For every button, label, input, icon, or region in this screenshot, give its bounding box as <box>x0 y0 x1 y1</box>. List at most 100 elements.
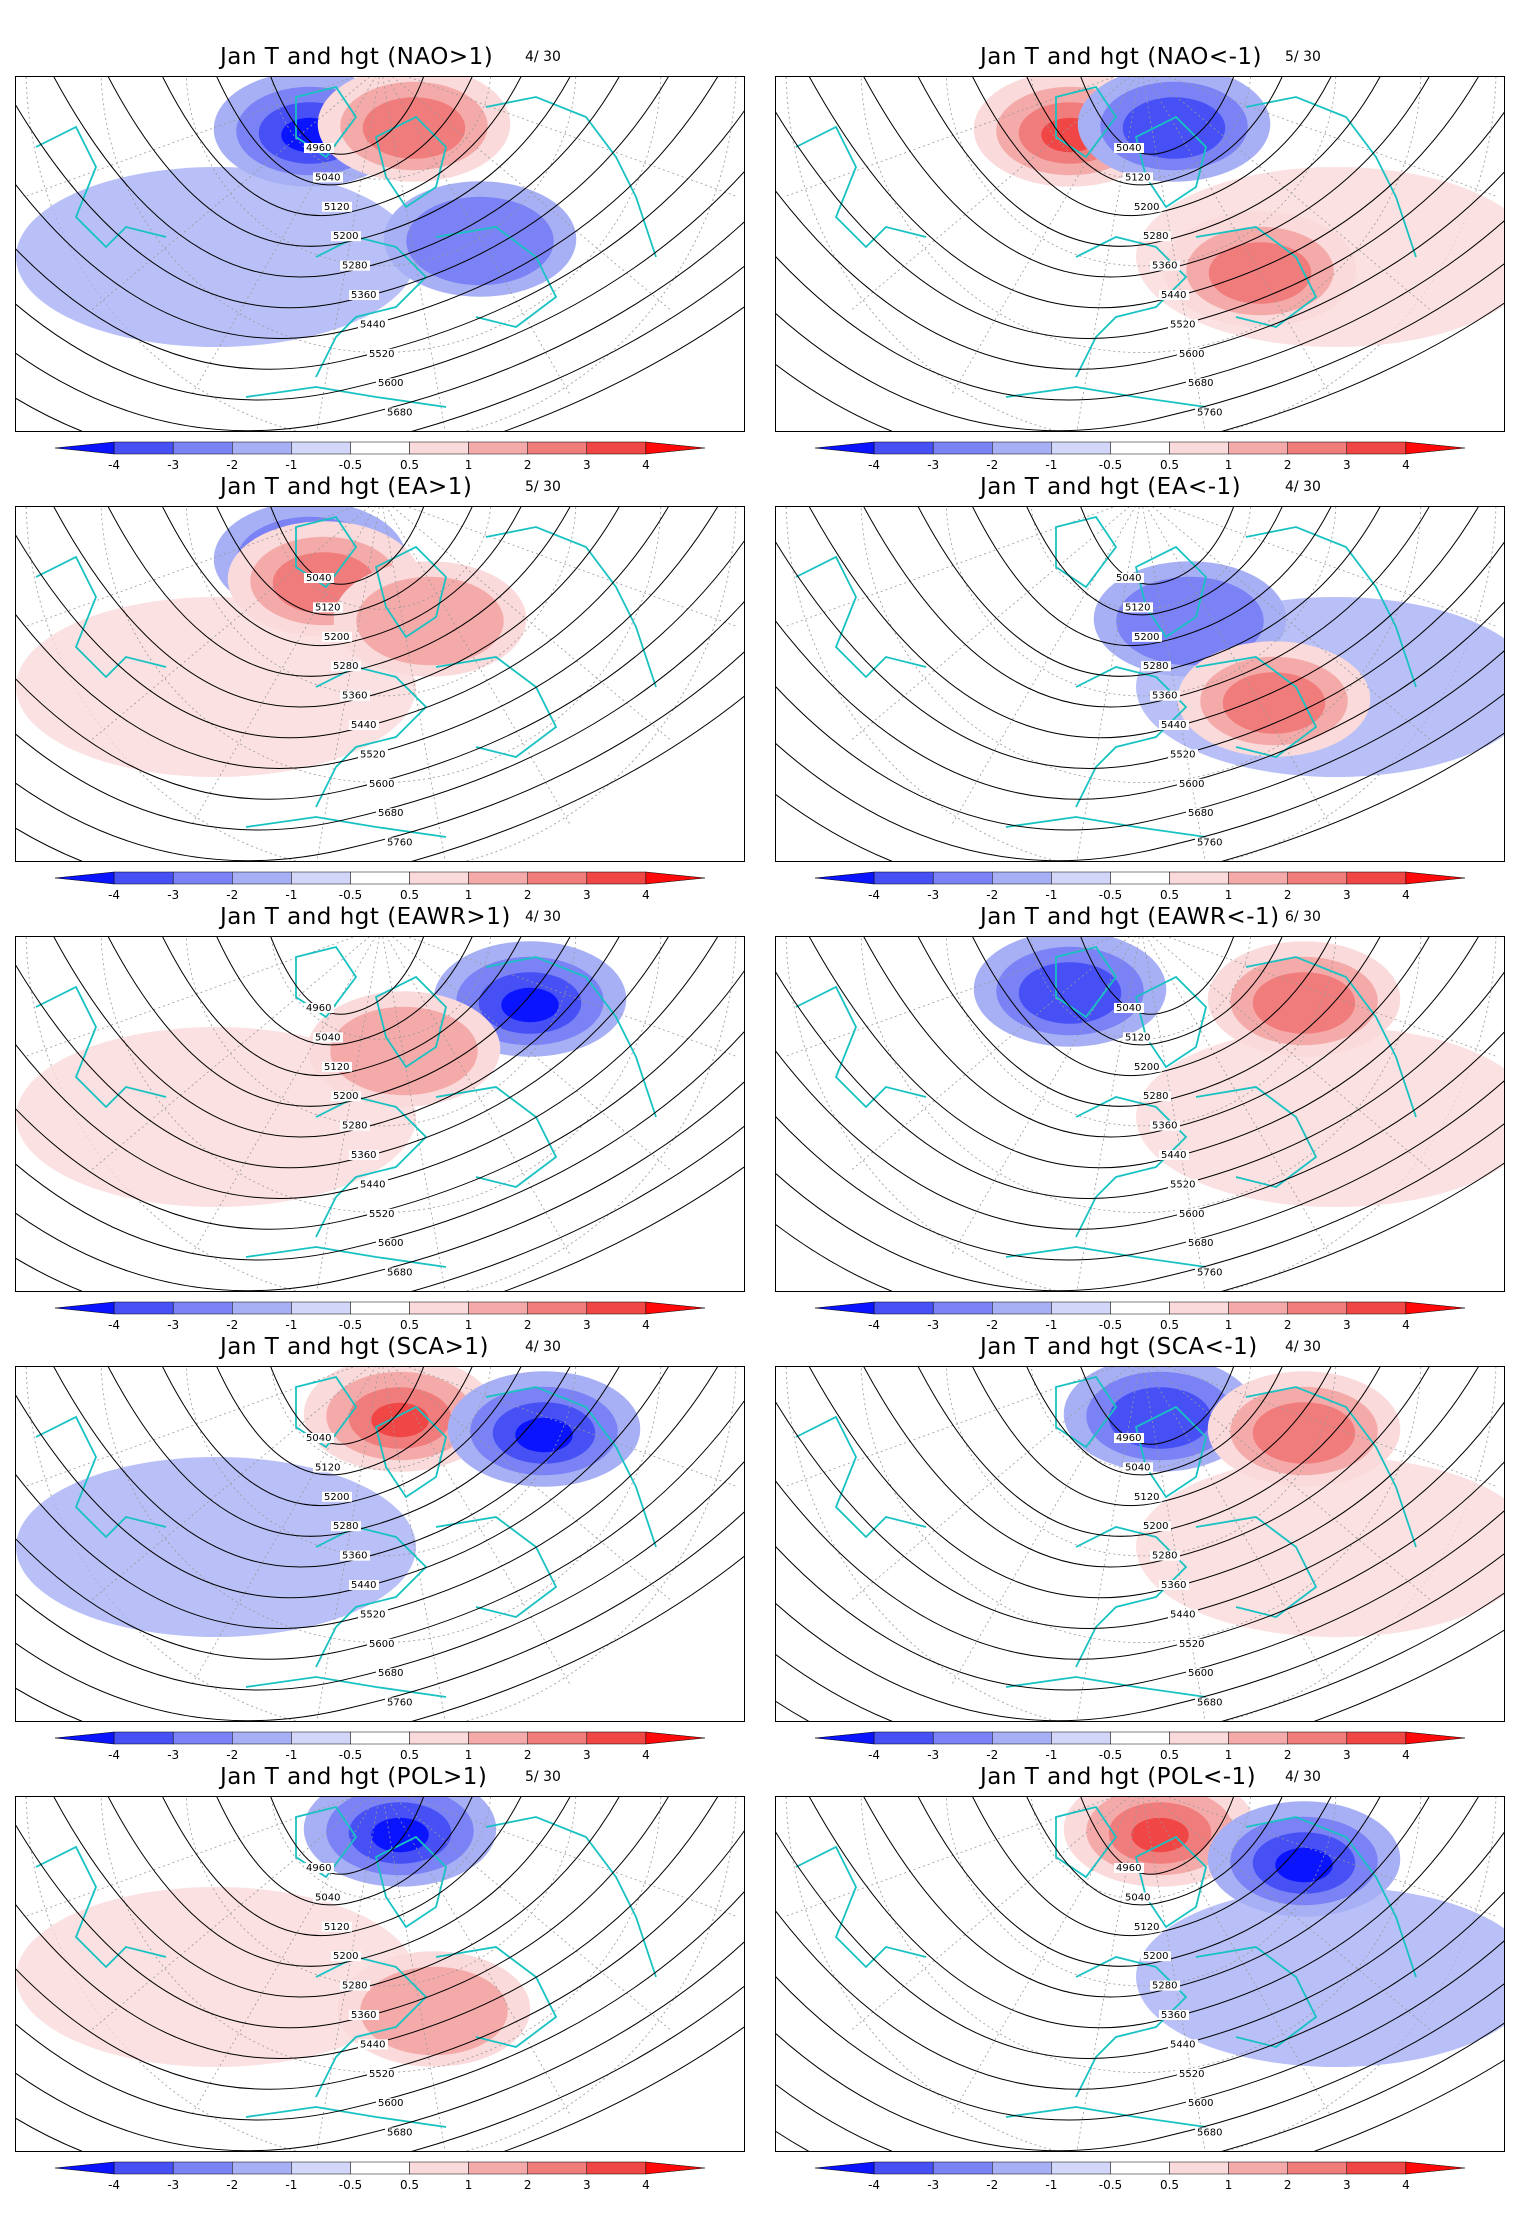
colorbar-tick-label: -3 <box>927 1748 940 1762</box>
colorbar-swatch <box>645 1301 706 1315</box>
height-contour <box>16 1797 718 2059</box>
meridian-line <box>316 507 380 861</box>
meridian-line <box>1167 1797 1499 1918</box>
map-frame: 4960 5040 5120 5200 5280 5360 5440 5520 5600 5680… <box>775 1796 1505 2152</box>
height-contour <box>16 1830 744 2090</box>
height-contour <box>53 937 620 1138</box>
colorbar-tick-label: -0.5 <box>1098 458 1123 472</box>
colorbar-swatch <box>1405 871 1466 885</box>
contour-label: 5600 <box>378 378 403 389</box>
colorbar-swatch <box>113 2161 174 2175</box>
map-panel: Jan T and hgt (POL<-1) 4/ 30 4960 5040 5120 5… <box>760 1720 1520 2192</box>
coastline <box>35 985 167 1109</box>
colorbar-tick-label: 2 <box>1283 1748 1292 1762</box>
contour-label-bg <box>1159 2010 1189 2020</box>
coastline <box>1005 2106 1207 2128</box>
colorbar-tick-label: 4 <box>1402 458 1410 472</box>
map-panel: Jan T and hgt (SCA>1) 4/ 30 5040 5120 5200 52… <box>0 1290 760 1762</box>
contour-label-bg <box>1114 143 1144 153</box>
height-contour <box>972 937 1332 1077</box>
contour-label-bg <box>1132 1491 1162 1502</box>
colorbar-tick-label: 3 <box>582 1748 591 1762</box>
contour-label-bg <box>1159 1580 1189 1590</box>
colorbar-swatch <box>54 2161 115 2175</box>
colorbar-tick-label: -0.5 <box>1098 1318 1123 1332</box>
contour-label: 5200 <box>333 1091 358 1102</box>
meridian-line <box>89 1367 370 1602</box>
contour-label-bg <box>1123 1892 1153 1903</box>
colorbar-tick-label: 4 <box>642 458 650 472</box>
contour-label-bg <box>1195 407 1225 418</box>
contour-label: 5120 <box>1125 1032 1150 1043</box>
contour-label: 5120 <box>1134 1492 1159 1503</box>
colorbar-tick-label: 1 <box>464 1748 473 1762</box>
height-contour <box>776 541 1504 769</box>
sample-count: 4/ 30 <box>525 1339 561 1355</box>
height-contour <box>53 1797 620 1998</box>
contour-label-bg <box>1150 1550 1180 1561</box>
height-contour <box>972 1797 1332 1937</box>
contour-label-bg <box>331 661 361 672</box>
contour-label: 5680 <box>387 2128 412 2139</box>
contour-label-bg <box>358 2039 388 2050</box>
height-contour <box>776 263 1504 431</box>
height-contour <box>917 937 1381 1107</box>
colorbar-tick-label: 2 <box>523 888 532 902</box>
contour-label: 5360 <box>1161 2010 1186 2021</box>
contour-label: 5680 <box>1188 378 1213 389</box>
panel-title: Jan T and hgt (NAO>1) <box>220 44 494 70</box>
coastline <box>35 1845 167 1969</box>
contour-label-bg <box>331 231 361 242</box>
colorbar-tick-label: 0.5 <box>1159 888 1180 902</box>
coastline <box>485 96 657 258</box>
height-contour <box>808 937 1479 1169</box>
coastline <box>435 226 558 328</box>
coastline <box>1245 96 1417 258</box>
colorbar-tick-label: 2 <box>1283 888 1292 902</box>
polar-map: 5040 5120 5200 5280 5360 5440 5520 5600 5680 5760… <box>16 1367 744 1721</box>
meridian-line <box>382 937 446 1291</box>
contour-label-bg <box>1159 720 1189 730</box>
height-contour <box>16 540 744 800</box>
contour-label: 5360 <box>342 1551 367 1562</box>
height-contour <box>16 77 718 339</box>
height-contour <box>776 1983 1504 2151</box>
meridian-line <box>23 1797 355 1918</box>
meridian-line <box>392 1797 673 2032</box>
contour-label: 5280 <box>1152 1551 1177 1562</box>
anomaly-cold-shade <box>1018 962 1122 1024</box>
contour-label-bg <box>1114 1003 1144 1013</box>
meridian-line <box>407 77 739 198</box>
sample-count: 4/ 30 <box>1285 479 1321 495</box>
coastline <box>485 1386 657 1548</box>
contour-label-bg <box>367 2068 397 2079</box>
sample-count: 6/ 30 <box>1285 909 1321 925</box>
colorbar-tick-label: 2 <box>523 458 532 472</box>
meridian-line <box>1076 507 1140 861</box>
meridian-line <box>849 937 1130 1172</box>
contour-label: 5280 <box>333 1521 358 1532</box>
colorbar-swatch <box>992 2161 1052 2175</box>
contour-label: 5360 <box>1152 1121 1177 1132</box>
height-contour <box>1080 1797 1235 1875</box>
coastline <box>795 985 927 1109</box>
anomaly-cold-shade <box>515 1417 573 1453</box>
colorbar-tick-label: -4 <box>868 2178 881 2192</box>
height-contour <box>16 1031 744 1261</box>
contour-label-bg <box>1177 1208 1207 1219</box>
contour-label-bg <box>367 778 397 789</box>
contour-label-bg <box>1168 319 1198 330</box>
contour-label: 5680 <box>1197 2128 1222 2139</box>
contour-label-bg <box>1141 661 1171 672</box>
height-contour <box>808 77 1479 309</box>
colorbar: -4 -3 -2 -1 -0.5 0.5 1 2 3 4 <box>54 440 706 472</box>
contour-label: 5600 <box>369 779 394 790</box>
meridian-line <box>23 77 355 198</box>
height-contour <box>1080 507 1235 585</box>
polar-map: 4960 5040 5120 5200 5280 5360 5440 5520 5600 5680… <box>776 1367 1504 1721</box>
colorbar-tick-label: -3 <box>927 888 940 902</box>
coastline <box>435 1516 558 1618</box>
sample-count: 5/ 30 <box>525 479 561 495</box>
meridian-line <box>89 937 370 1172</box>
contour-label-bg <box>304 143 334 153</box>
